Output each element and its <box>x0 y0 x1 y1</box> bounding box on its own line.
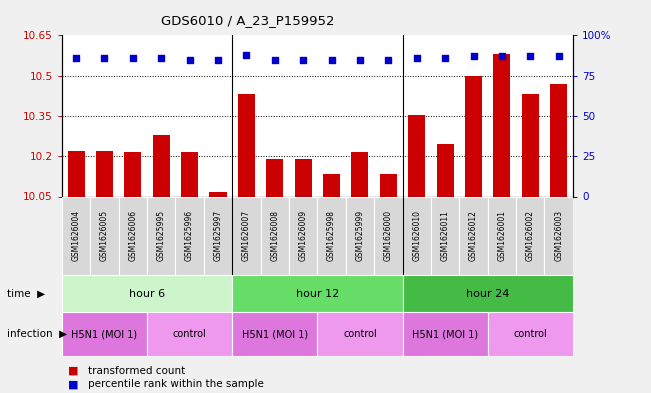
Point <box>156 55 167 61</box>
Bar <box>323 174 340 196</box>
Text: transformed count: transformed count <box>88 365 185 376</box>
Bar <box>147 196 175 275</box>
Bar <box>380 174 397 196</box>
Text: GSM1626011: GSM1626011 <box>441 210 450 261</box>
Text: H5N1 (MOI 1): H5N1 (MOI 1) <box>242 329 308 339</box>
Bar <box>408 115 425 196</box>
Text: control: control <box>173 329 206 339</box>
Point <box>497 53 507 59</box>
Text: GSM1626008: GSM1626008 <box>270 210 279 261</box>
Bar <box>232 275 402 312</box>
Bar <box>516 196 544 275</box>
Point <box>411 55 422 61</box>
Text: GSM1626003: GSM1626003 <box>554 210 563 261</box>
Text: hour 24: hour 24 <box>466 289 509 299</box>
Point <box>326 56 337 62</box>
Text: GSM1625995: GSM1625995 <box>157 210 166 261</box>
Text: GSM1625999: GSM1625999 <box>355 210 365 261</box>
Point <box>184 56 195 62</box>
Bar <box>374 196 402 275</box>
Bar <box>90 196 118 275</box>
Bar <box>465 76 482 196</box>
Bar <box>460 196 488 275</box>
Text: H5N1 (MOI 1): H5N1 (MOI 1) <box>72 329 137 339</box>
Text: GSM1625996: GSM1625996 <box>185 210 194 261</box>
Bar <box>521 94 539 196</box>
Bar <box>317 312 402 356</box>
Text: time  ▶: time ▶ <box>7 289 45 299</box>
Bar <box>295 159 312 196</box>
Point <box>213 56 223 62</box>
Point <box>525 53 536 59</box>
Point <box>270 56 280 62</box>
Bar <box>266 159 283 196</box>
Point <box>553 53 564 59</box>
Bar <box>238 94 255 196</box>
Text: control: control <box>514 329 547 339</box>
Text: ■: ■ <box>68 365 79 376</box>
Bar <box>402 196 431 275</box>
Text: GSM1626009: GSM1626009 <box>299 210 308 261</box>
Text: GSM1626004: GSM1626004 <box>72 210 81 261</box>
Bar <box>181 152 198 196</box>
Bar <box>62 275 232 312</box>
Bar <box>437 144 454 196</box>
Bar <box>260 196 289 275</box>
Text: GSM1626012: GSM1626012 <box>469 210 478 261</box>
Bar <box>402 312 488 356</box>
Text: GSM1626006: GSM1626006 <box>128 210 137 261</box>
Text: infection  ▶: infection ▶ <box>7 329 66 339</box>
Text: GSM1626005: GSM1626005 <box>100 210 109 261</box>
Bar <box>544 196 573 275</box>
Bar <box>550 84 567 196</box>
Bar <box>289 196 317 275</box>
Text: percentile rank within the sample: percentile rank within the sample <box>88 379 264 389</box>
Bar <box>210 193 227 196</box>
Point <box>99 55 109 61</box>
Text: GSM1626007: GSM1626007 <box>242 210 251 261</box>
Text: H5N1 (MOI 1): H5N1 (MOI 1) <box>412 329 478 339</box>
Bar <box>175 196 204 275</box>
Text: GSM1625997: GSM1625997 <box>214 210 223 261</box>
Point <box>355 56 365 62</box>
Bar <box>68 151 85 196</box>
Bar <box>118 196 147 275</box>
Bar <box>124 152 141 196</box>
Bar <box>62 196 90 275</box>
Point <box>468 53 478 59</box>
Text: GSM1626000: GSM1626000 <box>384 210 393 261</box>
Point <box>128 55 138 61</box>
Text: hour 12: hour 12 <box>296 289 339 299</box>
Text: hour 6: hour 6 <box>129 289 165 299</box>
Bar <box>317 196 346 275</box>
Bar <box>62 312 147 356</box>
Point <box>298 56 309 62</box>
Bar <box>431 196 460 275</box>
Bar <box>488 312 573 356</box>
Bar <box>232 312 317 356</box>
Text: GSM1626002: GSM1626002 <box>526 210 534 261</box>
Bar <box>346 196 374 275</box>
Bar <box>204 196 232 275</box>
Point <box>241 51 251 58</box>
Bar <box>493 54 510 196</box>
Bar <box>488 196 516 275</box>
Text: GDS6010 / A_23_P159952: GDS6010 / A_23_P159952 <box>161 14 334 27</box>
Point <box>71 55 81 61</box>
Text: control: control <box>343 329 377 339</box>
Point <box>440 55 450 61</box>
Bar <box>96 151 113 196</box>
Bar <box>147 312 232 356</box>
Bar <box>232 196 260 275</box>
Text: GSM1625998: GSM1625998 <box>327 210 336 261</box>
Bar <box>352 152 368 196</box>
Point <box>383 56 394 62</box>
Text: GSM1626010: GSM1626010 <box>412 210 421 261</box>
Bar <box>153 135 170 196</box>
Text: ■: ■ <box>68 379 79 389</box>
Bar <box>402 275 573 312</box>
Text: GSM1626001: GSM1626001 <box>497 210 506 261</box>
